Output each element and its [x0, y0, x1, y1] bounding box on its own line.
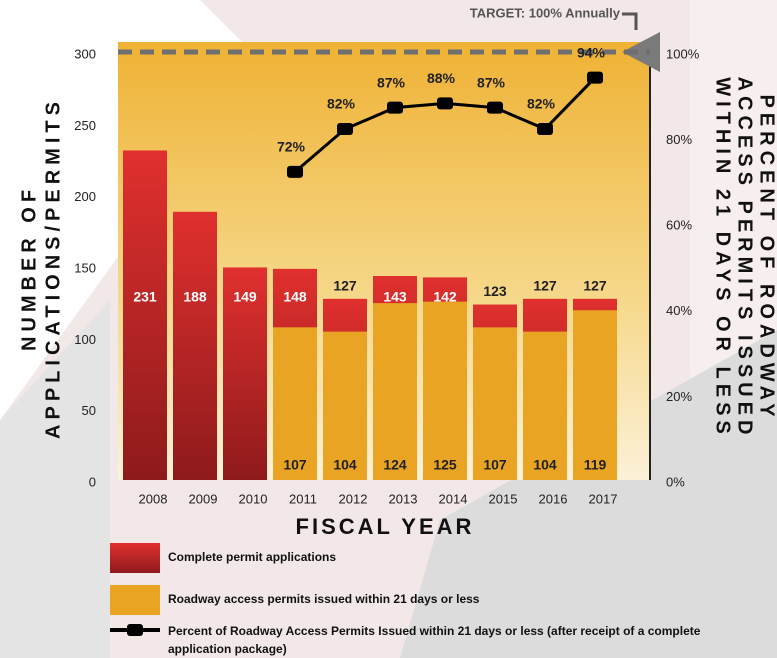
value-label: 125 — [433, 457, 457, 473]
line-marker — [337, 123, 353, 136]
bar — [373, 303, 417, 480]
target-label: TARGET: 100% Annually — [470, 5, 621, 20]
value-label: 143 — [383, 289, 407, 305]
bar — [273, 327, 317, 480]
value-label: 188 — [183, 289, 207, 305]
y-tick-label: 200 — [74, 189, 96, 204]
x-tick-label: 2017 — [589, 491, 618, 506]
y2-tick-label: 80% — [666, 132, 692, 147]
x-tick-label: 2013 — [389, 491, 418, 506]
line-marker — [387, 101, 403, 114]
y-tick-label: 50 — [82, 403, 96, 418]
legend-label: Percent of Roadway Access Permits Issued… — [168, 624, 701, 656]
y2-tick-label: 20% — [666, 389, 692, 404]
value-label: 127 — [583, 278, 607, 294]
value-label: 107 — [283, 457, 307, 473]
target-arrow — [622, 32, 660, 72]
x-tick-label: 2014 — [439, 491, 468, 506]
value-label: 148 — [283, 289, 307, 305]
value-label: 119 — [584, 457, 607, 473]
value-label: 94% — [577, 44, 606, 60]
y-tick-label: 250 — [74, 118, 96, 133]
y-axis-title: APPLICATIONS/PERMITS — [42, 97, 64, 439]
value-label: 72% — [277, 139, 306, 155]
value-label: 149 — [233, 289, 257, 305]
value-label: 123 — [483, 283, 507, 299]
value-label: 87% — [477, 74, 506, 90]
x-axis-title: FISCAL YEAR — [296, 514, 475, 539]
y2-tick-label: 60% — [666, 218, 692, 233]
value-label: 104 — [333, 457, 357, 473]
legend-swatch — [110, 585, 160, 615]
bar — [423, 301, 467, 480]
x-tick-label: 2009 — [189, 491, 218, 506]
y-axis-title: NUMBER OF — [18, 185, 40, 351]
y2-axis-title: ACCESS PERMITS ISSUED — [734, 77, 756, 440]
line-marker — [537, 123, 553, 136]
x-tick-label: 2015 — [489, 491, 518, 506]
line-marker — [287, 165, 303, 178]
value-label: 142 — [433, 289, 457, 305]
bar — [473, 327, 517, 480]
y2-tick-label: 100% — [666, 46, 700, 61]
bar — [123, 150, 167, 480]
bar — [323, 331, 367, 480]
x-tick-label: 2016 — [539, 491, 568, 506]
value-label: 127 — [333, 278, 357, 294]
y-tick-label: 100 — [74, 332, 96, 347]
y2-axis-title: PERCENT OF ROADWAY — [756, 94, 777, 421]
y2-tick-label: 40% — [666, 303, 692, 318]
value-label: 107 — [483, 457, 507, 473]
bar — [573, 310, 617, 480]
value-label: 127 — [533, 278, 557, 294]
bar — [223, 267, 267, 480]
line-marker — [487, 101, 503, 114]
line-marker — [587, 71, 603, 84]
x-tick-label: 2010 — [239, 491, 268, 506]
line-marker — [437, 97, 453, 110]
bar — [523, 331, 567, 480]
bar — [173, 211, 217, 480]
value-label: 124 — [383, 457, 407, 473]
bg-shape — [400, 330, 777, 658]
value-label: 82% — [327, 96, 356, 112]
x-tick-label: 2012 — [339, 491, 368, 506]
value-label: 87% — [377, 74, 406, 90]
value-label: 88% — [427, 70, 456, 86]
y2-tick-label: 0% — [666, 474, 685, 489]
legend-swatch — [127, 624, 143, 636]
target-bracket — [622, 12, 638, 30]
y-tick-label: 0 — [89, 474, 96, 489]
y-tick-label: 300 — [74, 46, 96, 61]
y2-axis-title: WITHIN 21 DAYS OR LESS — [712, 77, 734, 439]
x-tick-label: 2011 — [289, 491, 317, 506]
value-label: 82% — [527, 96, 556, 112]
bg-shape — [0, 300, 110, 658]
legend-label: Roadway access permits issued within 21 … — [168, 592, 480, 606]
legend-swatch — [110, 543, 160, 573]
value-label: 104 — [533, 457, 557, 473]
value-label: 231 — [133, 289, 157, 305]
y-tick-label: 150 — [74, 260, 96, 275]
x-tick-label: 2008 — [139, 491, 168, 506]
legend-label: Complete permit applications — [168, 550, 336, 564]
